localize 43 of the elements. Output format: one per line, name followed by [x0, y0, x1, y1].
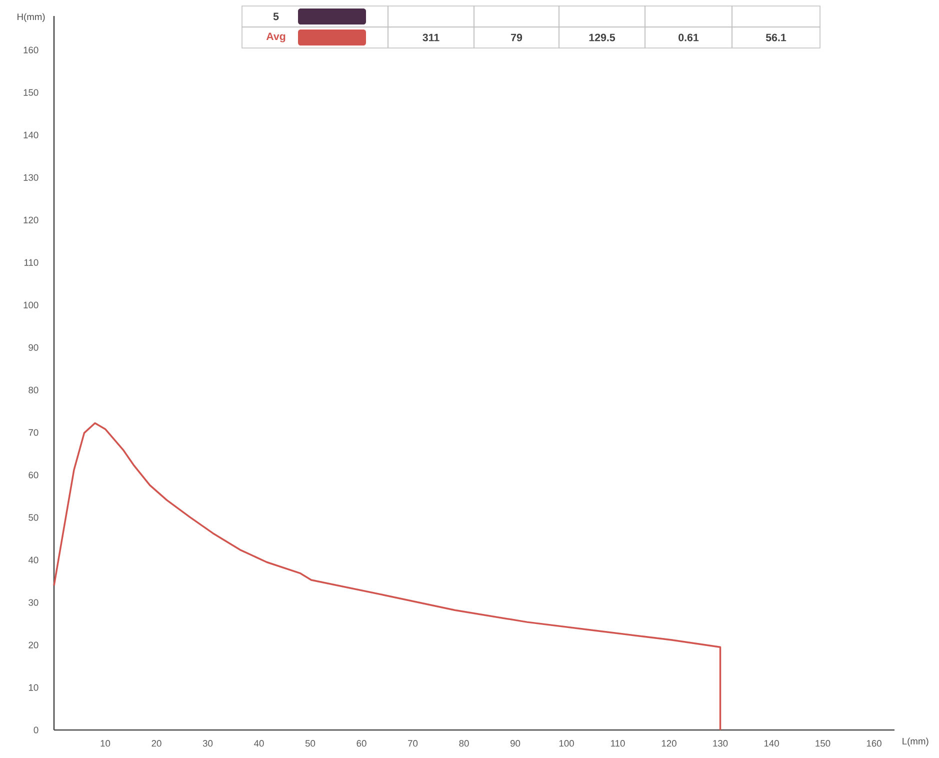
- line-series: [53, 422, 722, 731]
- y-tick-label: 30: [28, 599, 38, 606]
- x-tick-label: 130: [713, 740, 728, 747]
- y-tick-label: 10: [28, 684, 38, 691]
- x-tick-label: 120: [662, 740, 676, 747]
- y-tick-label: 140: [24, 132, 38, 138]
- y-tick-label: 20: [28, 642, 38, 648]
- y-tick-label: 150: [24, 89, 38, 96]
- x-tick-label: 10: [100, 740, 110, 747]
- x-tick-label: 160: [866, 740, 882, 747]
- annotation: 79: [511, 34, 522, 42]
- y-tick-label: 50: [28, 514, 38, 521]
- x-tick-label: 140: [764, 740, 779, 747]
- x-tick-label: 80: [459, 740, 469, 747]
- y-tick-label: 40: [28, 556, 38, 564]
- x-tick-label: 110: [611, 740, 625, 747]
- y-tick-label: 160: [24, 46, 38, 54]
- text: Avg: [266, 32, 286, 42]
- x-tick-label: 20: [152, 740, 162, 747]
- x-tick-label: 40: [254, 740, 264, 747]
- y-tick-label: 70: [28, 429, 38, 436]
- x-tick-label: 60: [356, 740, 366, 747]
- annotation: 129.5: [589, 34, 616, 42]
- y-tick-label: 130: [24, 174, 38, 181]
- y-axis-title: H(mm): [18, 13, 45, 22]
- x-tick-label: 70: [408, 740, 418, 747]
- annotation: 311: [422, 34, 440, 42]
- y-tick-label: 90: [28, 344, 38, 351]
- y-tick-label: 100: [24, 302, 38, 308]
- y-tick-label: 0: [34, 726, 38, 734]
- x-tick-label: 100: [559, 740, 574, 747]
- y-tick-label: 120: [24, 216, 38, 224]
- y-tick-label: 80: [28, 386, 38, 394]
- y-tick-label: 60: [28, 472, 38, 478]
- annotation: 56.1: [766, 34, 786, 42]
- x-axis-title: L(mm): [902, 738, 928, 746]
- x-tick-label: 50: [305, 740, 316, 747]
- legend-label: 5: [273, 12, 279, 20]
- x-tick-label: 90: [510, 740, 520, 747]
- annotation: 0.61: [678, 34, 699, 42]
- x-tick-label: 30: [202, 740, 213, 747]
- y-tick-label: 110: [24, 259, 38, 266]
- x-tick-label: 150: [816, 740, 830, 747]
